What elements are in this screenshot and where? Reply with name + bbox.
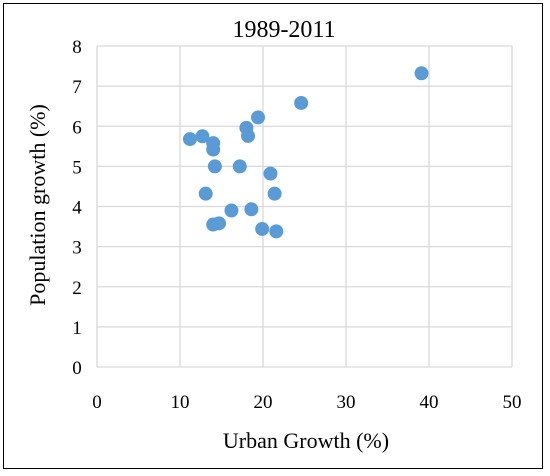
data-point [267,186,282,201]
x-tick-label: 40 [420,392,439,413]
x-tick-label: 10 [171,392,190,413]
y-tick-label: 0 [72,358,82,379]
y-tick-label: 8 [72,37,82,58]
y-tick-label: 2 [72,278,82,299]
y-tick-label: 7 [72,77,82,98]
data-point [206,142,221,157]
data-point [232,159,247,174]
y-tick-label: 3 [72,238,82,259]
data-point [251,110,266,125]
gridlines [96,45,513,368]
y-tick-label: 6 [72,117,82,138]
y-tick-label: 1 [72,318,82,339]
data-point [263,166,278,181]
y-axis-label: Population growth (%) [25,104,50,306]
data-point [207,159,222,174]
x-tick-label: 30 [337,392,356,413]
data-point [195,129,210,144]
data-point [244,202,259,217]
data-point [414,66,429,81]
x-tick-label: 20 [254,392,273,413]
data-point [212,216,227,231]
y-tick-label: 5 [72,157,82,178]
data-point [182,132,197,147]
data-point [224,203,239,218]
x-axis-label: Urban Growth (%) [223,428,389,453]
data-point [241,128,256,143]
data-point [269,224,284,239]
data-point [255,221,270,236]
chart-title: 1989-2011 [232,17,335,43]
data-points [182,66,429,239]
y-tick-label: 4 [72,198,82,219]
x-tick-label: 0 [92,392,102,413]
x-tick-labels: 0 10 20 30 40 50 [92,392,521,413]
data-point [294,95,309,110]
x-tick-label: 50 [503,392,522,413]
y-tick-labels: 0 1 2 3 4 5 6 7 8 [72,37,82,379]
data-point [198,186,213,201]
